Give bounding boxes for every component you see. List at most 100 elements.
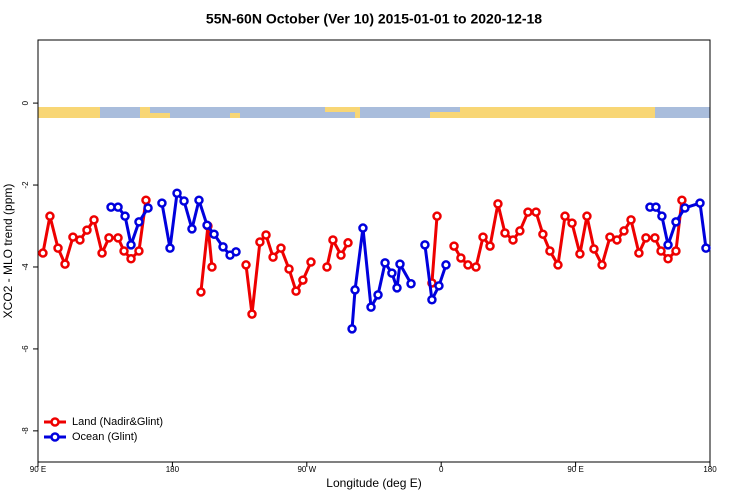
data-point [567,218,577,228]
data-point [141,195,151,205]
data-point [701,243,711,253]
data-point [500,228,510,238]
data-point [126,240,136,250]
data-point [582,211,592,221]
data-point [45,211,55,221]
data-point [663,240,673,250]
data-point [82,225,92,235]
data-point [508,235,518,245]
data-point [656,246,666,256]
data-point [291,286,301,296]
y-tick-label: -8 [21,427,30,435]
data-point [392,283,402,293]
data-point [597,260,607,270]
data-point [97,248,107,258]
x-tick-label: 180 [166,465,180,474]
y-axis-label: XCO2 - MLO trend (ppm) [1,184,15,319]
data-point [695,198,705,208]
data-point [255,237,265,247]
data-point [663,254,673,264]
data-point [350,285,360,295]
data-point [268,252,278,262]
data-point [456,253,466,263]
data-point [538,229,548,239]
data-point [380,258,390,268]
legend-label: Ocean (Glint) [72,431,137,443]
data-point [651,202,661,212]
data-point [202,220,212,230]
x-axis-label: Longitude (deg E) [326,476,421,490]
y-tick-label: -4 [21,263,30,271]
data-point [387,268,397,278]
data-point [432,211,442,221]
data-point [531,207,541,217]
data-point [261,230,271,240]
data-point [38,248,48,258]
data-point [120,211,130,221]
x-tick-label: 90 E [30,465,46,474]
data-point [194,195,204,205]
data-point [395,259,405,269]
data-point [545,246,555,256]
data-point [677,195,687,205]
data-point [187,224,197,234]
data-point [612,235,622,245]
data-point [478,232,488,242]
legend-marker [50,432,60,442]
y-tick-label: 0 [21,100,30,105]
series-line [111,191,708,329]
data-point [553,260,563,270]
map-strip [38,107,710,118]
data-point [209,229,219,239]
data-point [165,243,175,253]
data-point [427,295,437,305]
plot-frame [37,39,711,463]
data-point [641,233,651,243]
data-point [196,287,206,297]
data-point [634,248,644,258]
data-point [441,260,451,270]
data-point [143,203,153,213]
data-point [366,302,376,312]
data-point [284,264,294,274]
data-point [449,241,459,251]
data-point [328,235,338,245]
data-point [463,260,473,270]
data-point [434,281,444,291]
x-tick-label: 0 [439,465,444,474]
data-point [373,290,383,300]
data-point [485,241,495,251]
data-point [113,233,123,243]
data-point [306,257,316,267]
data-point [157,198,167,208]
data-point [298,275,308,285]
data-point [104,233,114,243]
data-point [657,211,667,221]
data-point [247,309,257,319]
data-point [671,217,681,227]
data-point [560,211,570,221]
y-tick-label: -2 [21,181,30,189]
data-point [343,238,353,248]
data-point [626,215,636,225]
data-point [347,324,357,334]
data-point [53,243,63,253]
data-point [75,235,85,245]
data-point [241,260,251,270]
data-point [493,199,503,209]
data-point [358,223,368,233]
data-point [515,226,525,236]
data-point [134,246,144,256]
data-point [471,262,481,272]
data-point [119,246,129,256]
data-point [172,188,182,198]
data-point [406,279,416,289]
y-tick-label: -6 [21,345,30,353]
x-tick-label: 90 W [297,465,316,474]
legend-marker [50,417,60,427]
data-point [207,262,217,272]
data-point [89,215,99,225]
data-point [113,202,123,212]
x-tick-label: 90 E [567,465,583,474]
